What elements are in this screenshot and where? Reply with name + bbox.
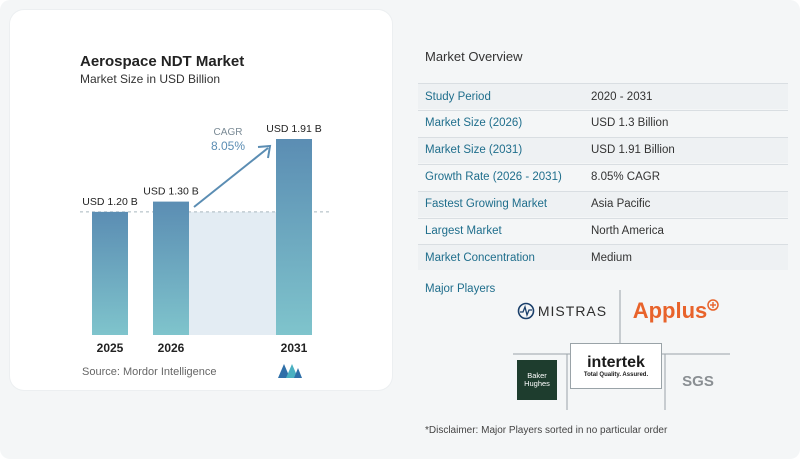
bar-chart: USD 1.20 B 2025 USD 1.30 B 2026 USD 1.91 B 20… [80, 123, 330, 355]
overview-row: Fastest Growing Market Asia Pacific [418, 190, 788, 217]
overview-row-value: Medium [591, 251, 632, 264]
x-tick-label: 2025 [97, 341, 124, 355]
bar [153, 201, 189, 335]
overview-row-label: Fastest Growing Market [425, 198, 548, 211]
cagr-value: 8.05% [211, 139, 245, 153]
disclaimer: *Disclaimer: Major Players sorted in no … [425, 425, 668, 436]
applus-plus-icon [707, 299, 720, 311]
chart-subtitle: Market Size in USD Billion [80, 72, 221, 86]
overview-row: Market Size (2031) USD 1.91 Billion [418, 136, 788, 163]
applus-logo: Applus [626, 296, 726, 326]
cagr-label: CAGR [214, 127, 243, 138]
overview-row-value: USD 1.3 Billion [591, 117, 669, 130]
overview-row: Market Size (2026) USD 1.3 Billion [418, 109, 788, 136]
overview-row-value: USD 1.91 Billion [591, 144, 675, 157]
overview-row-label: Market Size (2031) [425, 144, 523, 157]
overview-row-value: Asia Pacific [591, 198, 651, 211]
overview-row: Study Period 2020 - 2031 [418, 83, 788, 109]
x-tick-label: 2031 [281, 341, 308, 355]
sgs-logo: SGS [682, 372, 714, 390]
cagr-arrowhead-icon [257, 144, 272, 159]
overview-row: Growth Rate (2026 - 2031) 8.05% CAGR [418, 163, 788, 190]
bar [92, 211, 128, 335]
data-label: USD 1.91 B [266, 123, 321, 135]
overview-row: Largest Market North America [418, 217, 788, 244]
data-label: USD 1.30 B [143, 186, 198, 198]
cagr-arrow [193, 147, 269, 208]
overview-title: Market Overview [425, 49, 523, 64]
overview-row-label: Growth Rate (2026 - 2031) [425, 171, 562, 184]
mistras-logo: MISTRAS [512, 298, 612, 324]
mordor-logo-icon [278, 364, 302, 378]
overview-row-value: 2020 - 2031 [591, 90, 653, 103]
overview-row-label: Largest Market [425, 225, 502, 237]
growth-band [189, 211, 276, 335]
overview-row-label: Market Concentration [425, 251, 535, 264]
overview-row-label: Study Period [425, 90, 491, 103]
baker-hughes-logo: Baker Hughes [517, 360, 557, 400]
source-note: Source: Mordor Intelligence [82, 366, 217, 378]
overview-row-value: 8.05% CAGR [591, 171, 661, 184]
overview-row-value: North America [591, 225, 664, 237]
intertek-logo: intertek Total Quality. Assured. [570, 343, 662, 389]
x-tick-label: 2026 [158, 341, 185, 355]
bar [276, 139, 312, 335]
major-players-title: Major Players [425, 283, 496, 295]
overview-row: Market Concentration Medium [418, 244, 788, 271]
overview-row-label: Market Size (2026) [425, 117, 523, 130]
mistras-emblem-icon [517, 302, 535, 320]
data-label: USD 1.20 B [82, 196, 137, 208]
chart-title: Aerospace NDT Market [80, 53, 245, 70]
